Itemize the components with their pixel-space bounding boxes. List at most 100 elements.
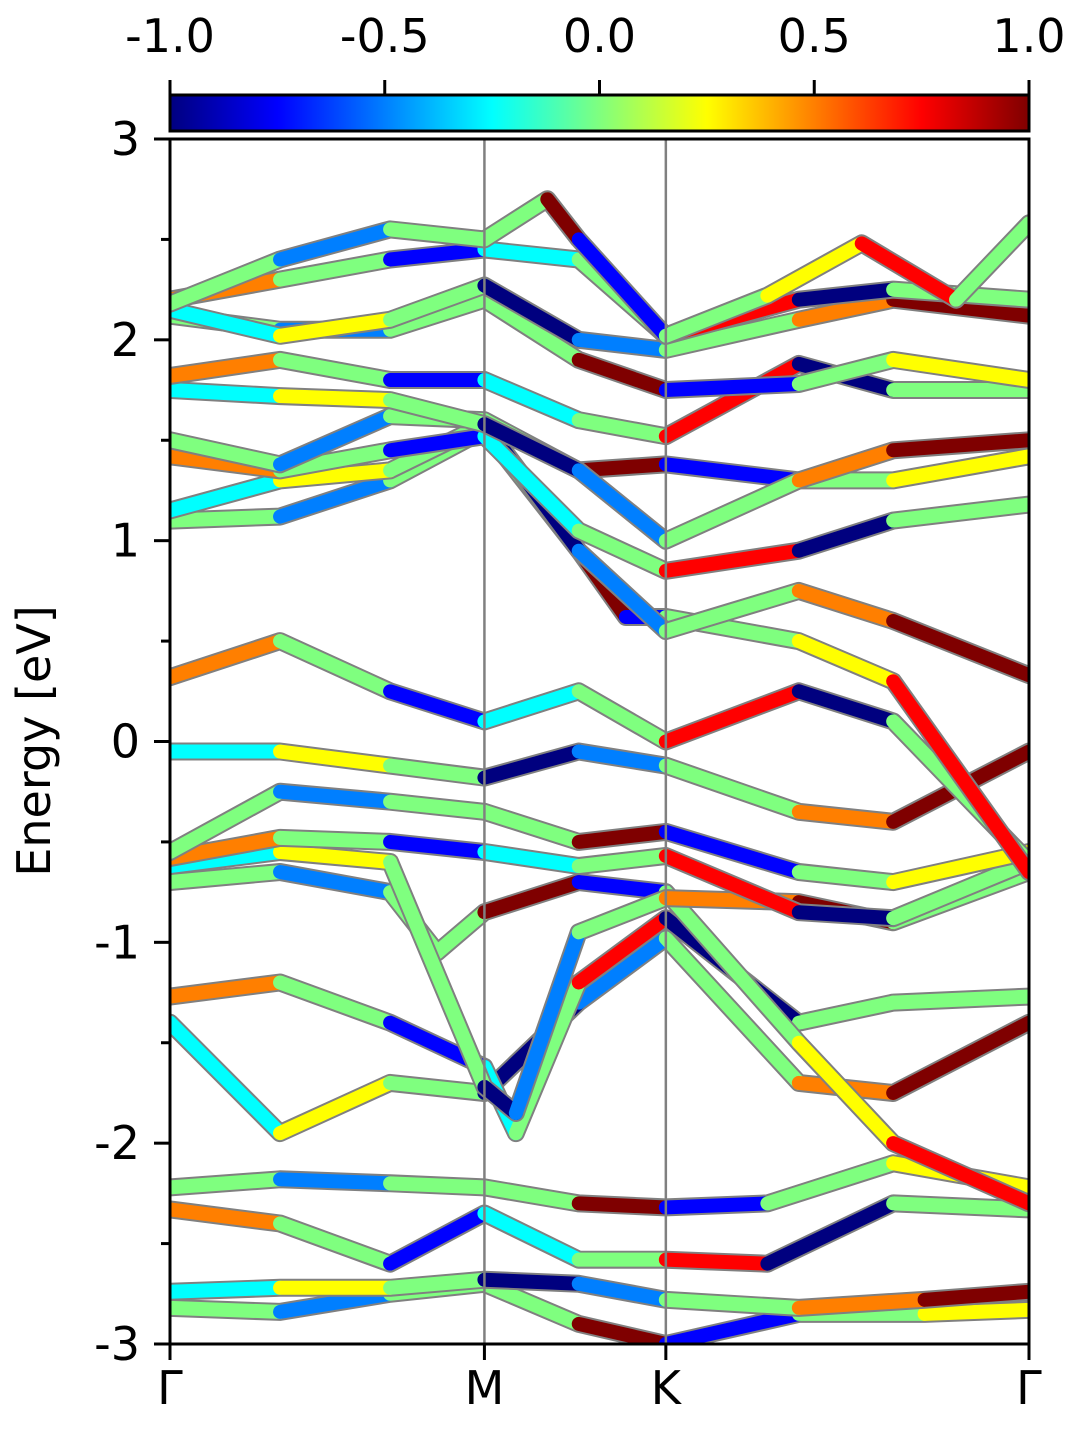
- band-segment: [571, 1196, 673, 1215]
- band-segment: [658, 1196, 775, 1215]
- band-segment: [170, 634, 288, 685]
- band-segment: [571, 463, 673, 548]
- band-segment: [170, 784, 288, 859]
- x-tick-label: Γ: [157, 1361, 183, 1415]
- band-segment: [571, 931, 673, 1010]
- band-segment: [273, 634, 398, 699]
- band-segment: [791, 292, 901, 327]
- band-segment: [886, 292, 1029, 323]
- band-segment: [170, 830, 288, 865]
- band-segment: [477, 192, 555, 247]
- band-segment: [170, 1202, 288, 1231]
- band-segment: [571, 744, 673, 773]
- band-segment: [170, 865, 288, 890]
- band-segment: [886, 497, 1029, 528]
- band-segment: [477, 242, 586, 267]
- band-segment: [791, 995, 901, 1030]
- band-segment: [477, 684, 586, 729]
- band-segment: [571, 1316, 673, 1344]
- band-segment: [886, 855, 1029, 926]
- band-segment: [658, 543, 806, 578]
- band-segment: [760, 1196, 901, 1271]
- y-tick-label: 2: [111, 313, 140, 367]
- band-segment: [170, 473, 288, 518]
- band-segment: [571, 1276, 673, 1307]
- band-segment: [791, 352, 901, 392]
- band-segment: [383, 1176, 492, 1195]
- band-segment: [886, 1136, 1029, 1211]
- band-segment: [571, 891, 673, 940]
- band-segment: [170, 383, 288, 404]
- y-tick-label: -1: [94, 915, 140, 969]
- band-segment: [571, 457, 673, 478]
- band-segment: [949, 216, 1029, 307]
- band-segment: [886, 844, 1029, 890]
- band-segment: [273, 975, 398, 1030]
- band-segment: [658, 377, 806, 398]
- band-segment: [477, 1272, 586, 1291]
- y-tick-label: -3: [94, 1317, 140, 1371]
- band-segment: [658, 684, 806, 749]
- band-segment: [477, 1276, 586, 1331]
- band-segment: [571, 523, 673, 578]
- band-segment: [658, 824, 806, 880]
- band-segment: [760, 1156, 901, 1211]
- band-segment: [571, 684, 673, 749]
- band-segment: [658, 583, 806, 639]
- band-segment: [477, 373, 586, 428]
- band-segment: [383, 242, 492, 267]
- band-segment: [383, 222, 492, 247]
- band-segment: [383, 292, 492, 337]
- band-segment: [383, 855, 492, 1094]
- band-segment: [886, 1015, 1029, 1100]
- band-segment: [170, 509, 288, 528]
- band-segment: [273, 252, 398, 287]
- band-segment: [383, 684, 492, 729]
- band-segment: [791, 1035, 901, 1151]
- band-segment: [383, 1075, 492, 1100]
- band-segment: [170, 302, 288, 343]
- band-segment: [571, 875, 673, 900]
- colorbar-gradient: [168, 93, 1031, 133]
- band-segment: [273, 744, 398, 773]
- band-segment: [886, 449, 1029, 488]
- band-segment: [571, 352, 673, 398]
- band-segment: [508, 925, 586, 1121]
- band-segment: [791, 905, 901, 926]
- colorbar-tick-label: 0.0: [563, 9, 636, 63]
- band-segment: [658, 848, 806, 920]
- band-segment: [886, 352, 1029, 387]
- band-segment: [571, 413, 673, 444]
- band-segment: [886, 614, 1029, 683]
- band-segment: [477, 744, 586, 785]
- band-segment: [273, 409, 398, 472]
- band-segment: [886, 1196, 1029, 1217]
- band-segment: [273, 352, 398, 387]
- band-segment: [477, 1206, 586, 1267]
- x-tick-label: K: [651, 1361, 683, 1415]
- band-segment: [571, 232, 673, 343]
- colorbar: -1.0 -0.5 0.0 0.5 1.0: [125, 9, 1066, 133]
- band-segment: [383, 429, 492, 458]
- band-segment: [658, 457, 806, 488]
- band-segment: [658, 1252, 775, 1271]
- band-segment: [383, 1206, 492, 1271]
- band-segment: [477, 429, 586, 538]
- colorbar-tick-label: -0.5: [340, 9, 430, 63]
- band-segment: [170, 1280, 288, 1299]
- band-segment: [477, 1180, 586, 1211]
- band-segment: [383, 834, 492, 859]
- high-symmetry-lines: [483, 139, 668, 1344]
- bands: [170, 190, 1029, 1344]
- y-tick-label: 3: [111, 112, 140, 166]
- band-segment: [273, 222, 398, 267]
- band-segment: [273, 844, 398, 869]
- y-tick-label: 1: [111, 514, 140, 568]
- band-segment: [917, 1284, 1029, 1307]
- y-axis: -3 -2 -1 0 1 2 3: [94, 112, 170, 1371]
- band-segment: [477, 278, 586, 347]
- band-segment: [477, 417, 586, 478]
- band-segment: [791, 513, 901, 558]
